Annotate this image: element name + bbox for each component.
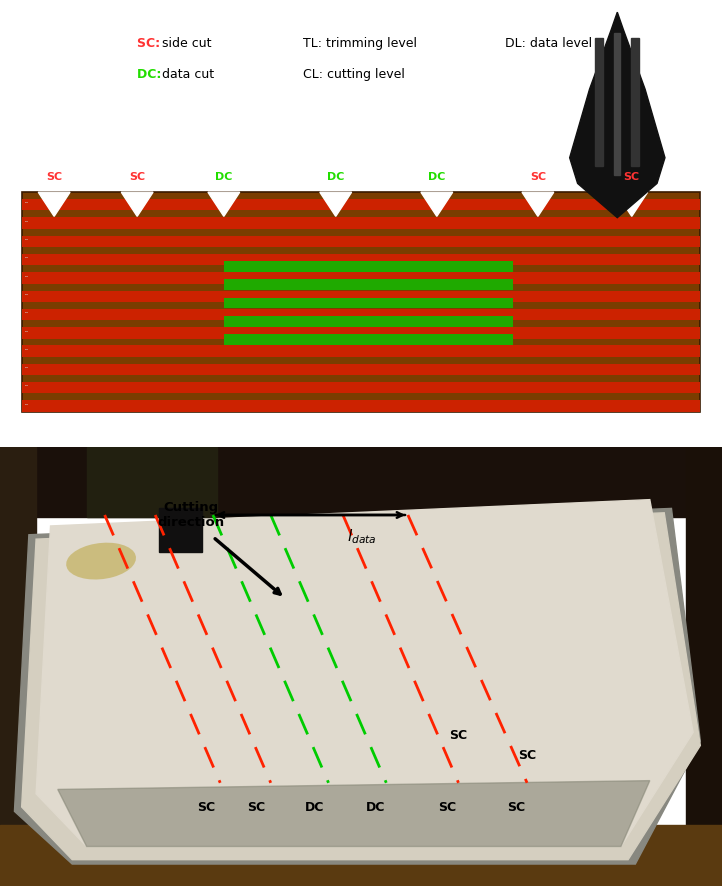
Text: TL: trimming level: TL: trimming level <box>303 37 417 51</box>
Text: ╌: ╌ <box>25 254 28 260</box>
Bar <box>22 401 700 412</box>
Polygon shape <box>0 447 722 517</box>
Polygon shape <box>208 193 240 217</box>
Polygon shape <box>87 447 217 517</box>
Bar <box>22 193 700 412</box>
Bar <box>22 328 700 339</box>
Text: ╌: ╌ <box>25 346 28 351</box>
Bar <box>224 262 513 273</box>
Polygon shape <box>58 781 650 846</box>
Polygon shape <box>616 193 648 217</box>
Text: ╌: ╌ <box>25 273 28 277</box>
Text: DC: DC <box>428 172 445 182</box>
Text: ╌: ╌ <box>25 237 28 241</box>
Text: SC: SC <box>196 800 215 813</box>
Polygon shape <box>0 447 36 886</box>
Polygon shape <box>570 13 665 219</box>
Text: DC: DC <box>305 800 323 813</box>
Polygon shape <box>14 509 700 864</box>
Text: DC: DC <box>366 800 385 813</box>
Polygon shape <box>631 39 639 167</box>
Text: SC: SC <box>518 748 536 761</box>
Text: DL: data level: DL: data level <box>505 37 593 51</box>
Text: side cut: side cut <box>162 37 212 51</box>
Bar <box>22 309 700 321</box>
Text: $l_{data}$: $l_{data}$ <box>347 526 376 545</box>
Text: data cut: data cut <box>162 68 214 81</box>
Text: SC: SC <box>129 172 145 182</box>
Ellipse shape <box>66 543 136 579</box>
Text: ╌: ╌ <box>25 218 28 223</box>
Text: SC: SC <box>449 728 468 742</box>
Bar <box>22 237 700 248</box>
Bar <box>22 346 700 357</box>
Bar <box>224 280 513 291</box>
Text: ╌: ╌ <box>25 383 28 387</box>
Bar <box>22 383 700 394</box>
Text: DC: DC <box>327 172 344 182</box>
Bar <box>22 218 700 229</box>
Text: SC: SC <box>624 172 640 182</box>
Polygon shape <box>614 34 620 175</box>
Text: Cutting
direction: Cutting direction <box>158 501 225 529</box>
Polygon shape <box>421 193 453 217</box>
Polygon shape <box>36 500 693 846</box>
Text: SC: SC <box>438 800 457 813</box>
Polygon shape <box>320 193 352 217</box>
Bar <box>22 291 700 303</box>
Text: ╌: ╌ <box>25 309 28 315</box>
Bar <box>22 273 700 284</box>
Bar <box>22 255 700 266</box>
Bar <box>224 335 513 346</box>
Polygon shape <box>596 39 604 167</box>
Bar <box>224 299 513 309</box>
Text: SC: SC <box>247 800 266 813</box>
Polygon shape <box>686 447 722 886</box>
Text: SC: SC <box>46 172 62 182</box>
Text: SC: SC <box>530 172 546 182</box>
Polygon shape <box>38 193 70 217</box>
Text: DC:: DC: <box>137 68 166 81</box>
Text: DC: DC <box>215 172 232 182</box>
Text: SC:: SC: <box>137 37 165 51</box>
Polygon shape <box>121 193 153 217</box>
Polygon shape <box>159 509 202 553</box>
Text: ╌: ╌ <box>25 328 28 332</box>
Bar <box>22 364 700 376</box>
Text: ╌: ╌ <box>25 199 28 205</box>
Polygon shape <box>22 513 700 859</box>
Text: ╌: ╌ <box>25 291 28 296</box>
Polygon shape <box>0 825 722 886</box>
Polygon shape <box>522 193 554 217</box>
Bar <box>224 316 513 327</box>
Text: ╌: ╌ <box>25 400 28 406</box>
Bar <box>22 200 700 211</box>
Text: CL: cutting level: CL: cutting level <box>303 68 405 81</box>
Text: ╌: ╌ <box>25 364 28 369</box>
Text: SC: SC <box>507 800 526 813</box>
